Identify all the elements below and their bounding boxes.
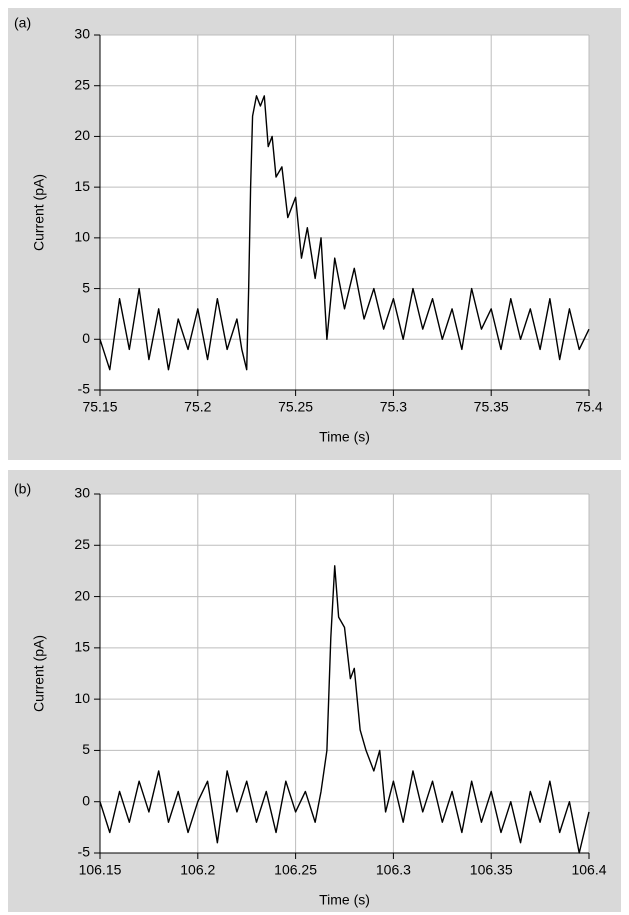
y-tick-label: 10 (74, 229, 90, 245)
trace (99, 95, 590, 371)
x-tick-label: 75.25 (278, 399, 313, 415)
y-tick-label: -5 (78, 381, 91, 397)
y-tick-label: 20 (74, 587, 90, 603)
y-tick-label: 15 (74, 178, 90, 194)
x-tick-label: 106.35 (470, 862, 513, 878)
x-tick-label: 75.2 (184, 399, 211, 415)
x-axis-label: Time (s) (319, 429, 370, 445)
y-tick-label: 25 (74, 536, 90, 552)
y-tick-label: 25 (74, 76, 90, 92)
y-tick-label: 15 (74, 639, 90, 655)
x-tick-label: 106.2 (180, 862, 215, 878)
y-axis-label: Current (pA) (31, 635, 47, 712)
x-axis-label: Time (s) (319, 892, 370, 908)
plot-area (100, 494, 589, 853)
y-tick-label: 0 (82, 330, 90, 346)
y-tick-label: 20 (74, 127, 90, 143)
trace (99, 565, 590, 854)
y-tick-label: 30 (74, 26, 90, 42)
plot-area (100, 35, 589, 390)
x-tick-label: 75.3 (380, 399, 407, 415)
x-tick-label: 75.35 (474, 399, 509, 415)
y-axis-label: Current (pA) (31, 174, 47, 251)
panel-label: (a) (14, 15, 31, 31)
x-tick-label: 106.3 (376, 862, 411, 878)
x-tick-label: 106.15 (79, 862, 122, 878)
y-tick-label: 10 (74, 690, 90, 706)
x-tick-label: 106.25 (274, 862, 317, 878)
y-tick-label: 30 (74, 485, 90, 501)
y-tick-label: 5 (82, 279, 90, 295)
x-tick-label: 75.4 (575, 399, 602, 415)
y-tick-label: -5 (78, 844, 91, 860)
panel-label: (b) (14, 481, 31, 497)
y-tick-label: 5 (82, 741, 90, 757)
y-tick-label: 0 (82, 792, 90, 808)
x-tick-label: 106.4 (571, 862, 606, 878)
x-tick-label: 75.15 (82, 399, 117, 415)
